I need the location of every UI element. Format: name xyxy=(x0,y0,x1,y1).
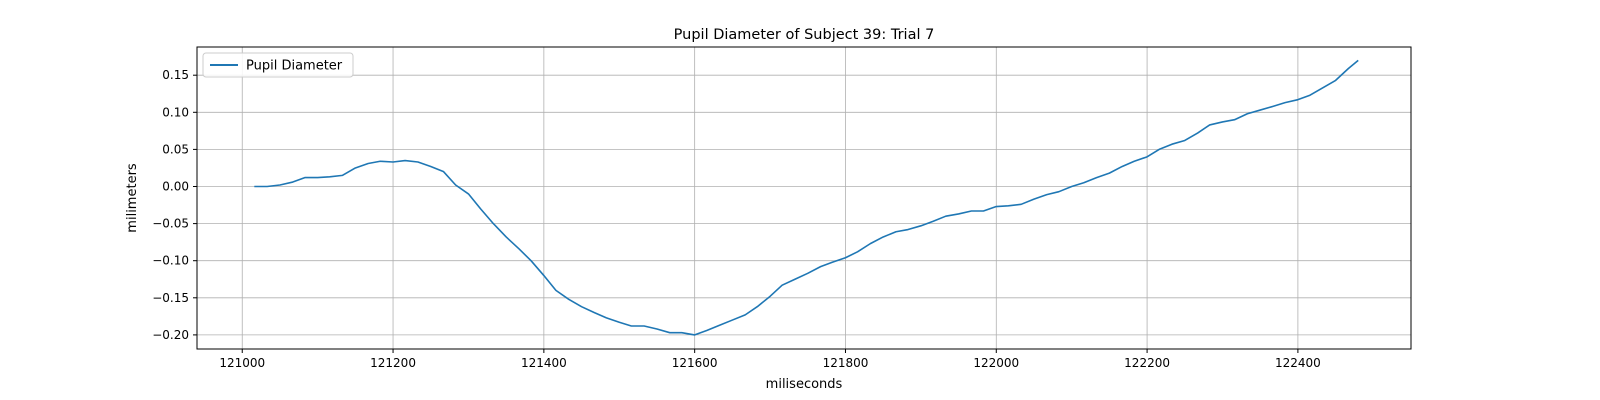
series-line xyxy=(254,59,1359,336)
x-tick-label: 121800 xyxy=(823,356,869,370)
y-tick-label: 0.15 xyxy=(162,68,189,82)
y-tick-label: −0.10 xyxy=(152,254,189,268)
y-tick-label: 0.10 xyxy=(162,105,189,119)
grid xyxy=(197,47,1411,349)
y-tick-label: −0.20 xyxy=(152,328,189,342)
x-axis: 121000 121200 121400 121600 121800 122000 1222… xyxy=(219,349,1321,370)
legend-box xyxy=(202,52,354,78)
x-tick-label: 121200 xyxy=(370,356,416,370)
x-tick-label: 121000 xyxy=(219,356,265,370)
plot-frame xyxy=(196,46,1412,350)
x-axis-label: miliseconds xyxy=(766,377,843,392)
y-tick-label: −0.05 xyxy=(152,217,189,231)
legend: Pupil Diameter xyxy=(202,52,354,78)
y-axis: −0.20 −0.15 −0.10 −0.05 0.00 0.05 0.10 0.15 xyxy=(152,68,197,342)
y-tick-label: −0.15 xyxy=(152,291,189,305)
x-tick-label: 122000 xyxy=(973,356,1019,370)
y-axis-label: milimeters xyxy=(125,163,140,233)
chart-title: Pupil Diameter of Subject 39: Trial 7 xyxy=(674,27,935,43)
y-tick-label: 0.05 xyxy=(162,142,189,156)
series-layer xyxy=(254,59,1359,336)
x-tick-label: 122200 xyxy=(1124,356,1170,370)
x-tick-label: 122400 xyxy=(1275,356,1321,370)
y-tick-label: 0.00 xyxy=(162,179,189,193)
legend-label: Pupil Diameter xyxy=(246,59,343,74)
x-tick-label: 121400 xyxy=(521,356,567,370)
x-tick-label: 121600 xyxy=(672,356,718,370)
